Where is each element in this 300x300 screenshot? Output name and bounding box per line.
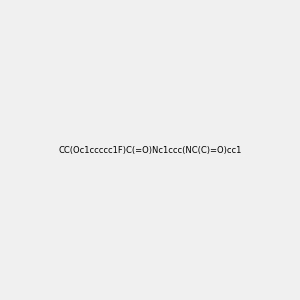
Text: CC(Oc1ccccc1F)C(=O)Nc1ccc(NC(C)=O)cc1: CC(Oc1ccccc1F)C(=O)Nc1ccc(NC(C)=O)cc1	[58, 146, 242, 154]
